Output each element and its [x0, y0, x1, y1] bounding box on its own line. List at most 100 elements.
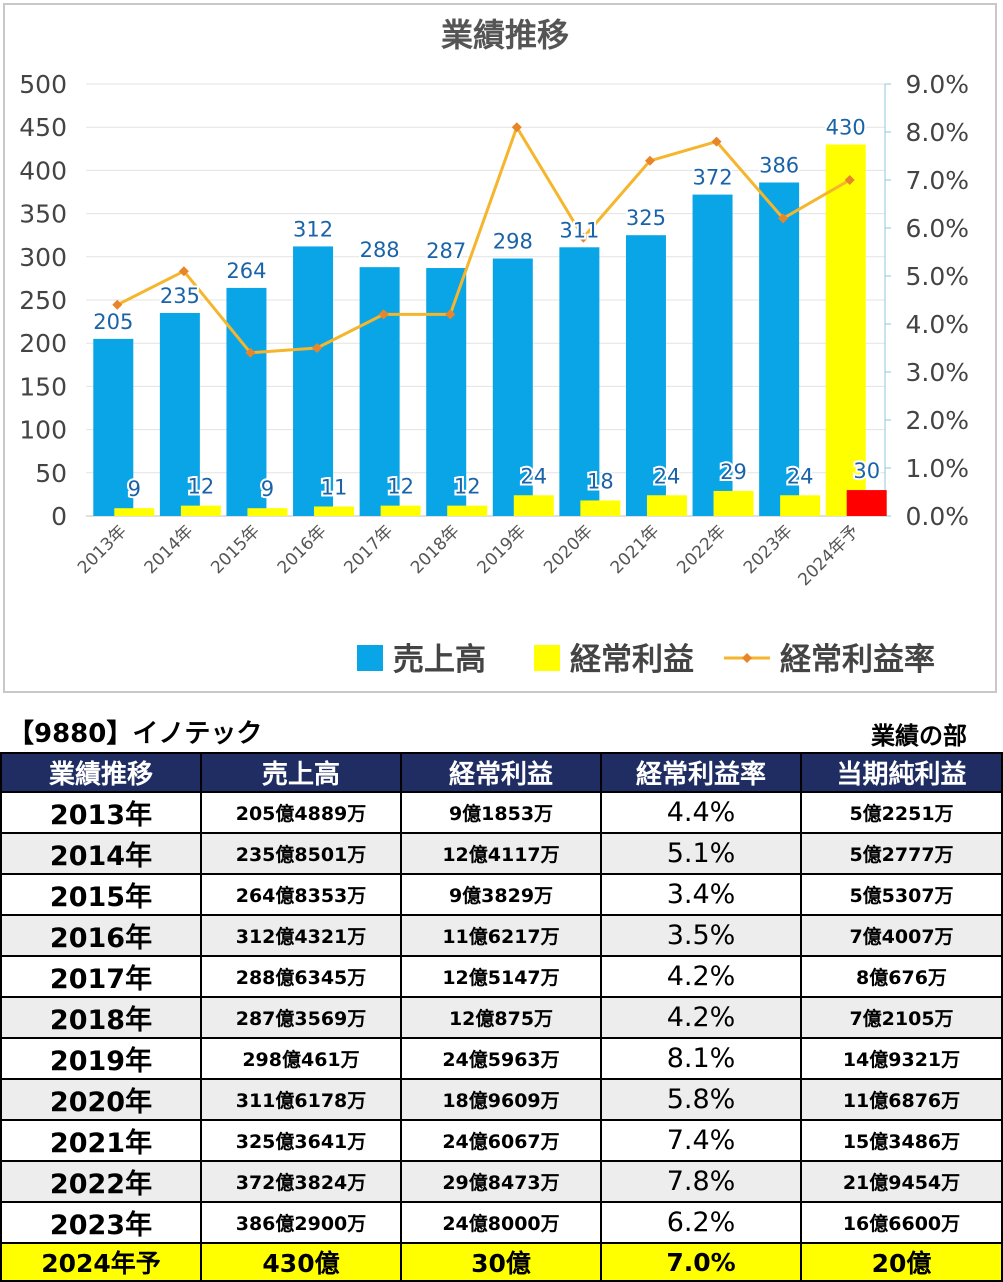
- table-cell: 21億9454万: [800, 1160, 1003, 1203]
- table-row: 2017年 288億6345万 12億5147万 4.2% 8億676万: [0, 955, 1003, 998]
- table-cell: 5億2251万: [800, 791, 1003, 834]
- table-cell: 7.0%: [600, 1242, 802, 1282]
- table-cell: 2014年: [0, 832, 202, 875]
- table-cell: 16億6600万: [800, 1201, 1003, 1244]
- marker-profit-rate: [578, 232, 589, 243]
- table-cell: 372億3824万: [200, 1160, 402, 1203]
- bar-profit: [314, 506, 355, 516]
- marker-profit-rate: [312, 343, 323, 353]
- data-label-sales: 311: [559, 218, 599, 242]
- data-label-sales: 430: [826, 115, 866, 139]
- y-tick-label-right: 7.0%: [905, 166, 969, 195]
- data-label-profit: 11: [321, 475, 348, 499]
- table-cell: 14億9321万: [800, 1037, 1003, 1080]
- table-cell: 287億3569万: [200, 996, 402, 1039]
- table-cell: 2023年: [0, 1201, 202, 1244]
- table-cell: 9億3829万: [400, 873, 602, 916]
- x-tick-label: 2016年: [274, 521, 331, 578]
- table-cell: 12億4117万: [400, 832, 602, 875]
- data-label-sales: 287: [426, 239, 466, 263]
- table-cell: 15億3486万: [800, 1119, 1003, 1162]
- table-cell: 5億2777万: [800, 832, 1003, 875]
- bar-sales: [359, 267, 400, 516]
- table-cell: 2020年: [0, 1078, 202, 1121]
- table-cell: 18億9609万: [400, 1078, 602, 1121]
- table-header-cell: 経常利益: [400, 752, 602, 793]
- bar-sales: [625, 235, 666, 516]
- table-cell: 8億676万: [800, 955, 1003, 998]
- bar-sales: [559, 247, 600, 516]
- table-cell: 6.2%: [600, 1201, 802, 1244]
- table-cell: 235億8501万: [200, 832, 402, 875]
- bar-sales: [226, 287, 267, 516]
- x-tick-label: 2022年: [673, 521, 730, 578]
- table-cell: 7.8%: [600, 1160, 802, 1203]
- x-tick-label: 2023年: [740, 521, 797, 578]
- x-tick-label: 2019年: [474, 521, 531, 578]
- table-cell: 2017年: [0, 955, 202, 998]
- table-cell: 29億8473万: [400, 1160, 602, 1203]
- table-cell: 4.2%: [600, 996, 802, 1039]
- y-tick-label-right: 3.0%: [905, 358, 969, 387]
- table-cell: 2024年予: [0, 1242, 202, 1282]
- table-cell: 3.5%: [600, 914, 802, 957]
- y-tick-label-right: 2.0%: [905, 406, 969, 435]
- table-cell: 2019年: [0, 1037, 202, 1080]
- bar-sales: [426, 268, 467, 516]
- x-tick-label: 2017年: [340, 521, 397, 578]
- bar-sales: [492, 258, 533, 516]
- bar-profit: [646, 495, 687, 516]
- table-cell: 7.4%: [600, 1119, 802, 1162]
- y-tick-label-left: 0: [51, 502, 67, 531]
- table-header-row: 業績推移 売上高 経常利益 経常利益率 当期純利益: [0, 752, 1003, 793]
- y-tick-label-right: 1.0%: [905, 454, 969, 483]
- chart-legend: 売上高 経常利益 経常利益率: [357, 642, 935, 678]
- y-tick-label-left: 500: [19, 70, 67, 99]
- chart-panel: 業績推移 0 50 100 150 200 250 300 350 400 450 500 0.0% 1…: [3, 3, 997, 693]
- data-label-profit: 12: [387, 475, 414, 499]
- y-tick-label-left: 400: [19, 156, 67, 185]
- table-cell: 7億4007万: [800, 914, 1003, 957]
- legend-label-profit: 経常利益: [570, 642, 694, 678]
- bar-sales: [692, 194, 733, 517]
- table-cell: 386億2900万: [200, 1201, 402, 1244]
- data-label-sales: 298: [493, 230, 533, 254]
- table-row: 2020年 311億6178万 18億9609万 5.8% 11億6876万: [0, 1078, 1003, 1121]
- table-cell: 2015年: [0, 873, 202, 916]
- bar-profit: [846, 490, 887, 516]
- marker-profit-rate: [112, 299, 123, 310]
- y-tick-label-left: 450: [19, 113, 67, 142]
- data-label-profit: 9: [261, 477, 274, 501]
- bar-profit: [713, 490, 754, 516]
- marker-profit-rate: [445, 309, 456, 320]
- y-tick-label-left: 350: [19, 200, 67, 229]
- data-label-sales: 325: [626, 206, 666, 230]
- data-label-sales: 386: [759, 153, 799, 177]
- marker-profit-rate: [711, 136, 722, 147]
- table-cell: 4.4%: [600, 791, 802, 834]
- table-cell: 24億8000万: [400, 1201, 602, 1244]
- bar-sales: [759, 182, 800, 516]
- table-cell: 9億1853万: [400, 791, 602, 834]
- x-tick-label: 2015年: [207, 521, 264, 578]
- data-label-sales: 288: [360, 238, 400, 262]
- table-cell: 2018年: [0, 996, 202, 1039]
- bar-profit: [180, 505, 221, 516]
- legend-label-rate: 経常利益率: [780, 642, 935, 678]
- marker-profit-rate: [778, 213, 789, 224]
- y-tick-label-left: 250: [19, 286, 67, 315]
- line-profit-rate: [116, 125, 851, 355]
- y-tick-label-right: 4.0%: [905, 310, 969, 339]
- table-cell: 205億4889万: [200, 791, 402, 834]
- table-cell: 264億8353万: [200, 873, 402, 916]
- data-label-profit: 12: [454, 475, 481, 499]
- table-cell: 5.1%: [600, 832, 802, 875]
- chart-canvas: 業績推移 0 50 100 150 200 250 300 350 400 450 500 0.0% 1…: [19, 16, 969, 678]
- marker-profit-rate: [511, 122, 522, 133]
- bar-sales: [825, 144, 866, 517]
- bar-sales: [159, 312, 200, 516]
- chart-title: 業績推移: [441, 16, 569, 54]
- data-label-profit: 24: [654, 464, 681, 488]
- bar-profit: [580, 500, 621, 516]
- table-cell: 3.4%: [600, 873, 802, 916]
